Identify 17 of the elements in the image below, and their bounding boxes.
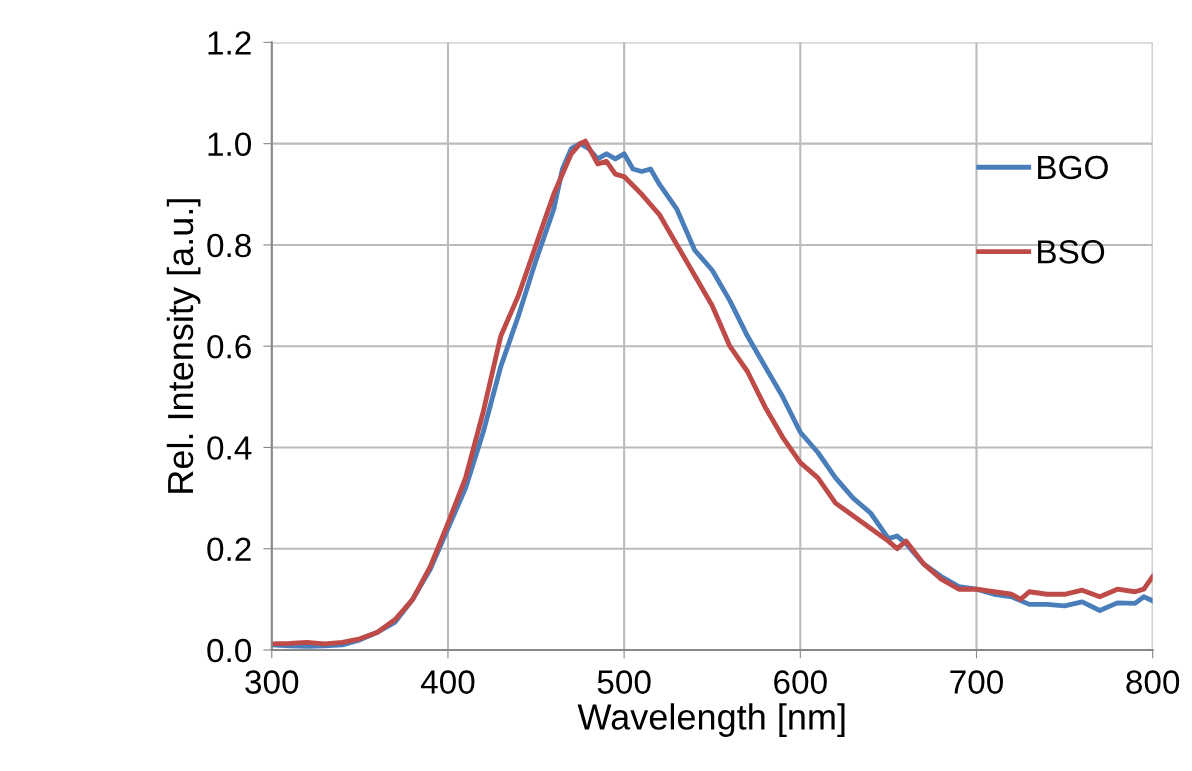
x-tick-label: 700 <box>950 670 1003 694</box>
x-tick-label: 400 <box>420 670 475 694</box>
x-tick-label: 800 <box>1126 670 1180 694</box>
x-tick-label: 600 <box>774 670 827 694</box>
y-tick-label: 1.2 <box>208 31 251 55</box>
y-tick-label: 1.0 <box>208 132 252 157</box>
x-tick-label: 300 <box>245 670 299 694</box>
y-axis-title: Rel. Intensity [a.u.] <box>166 199 201 493</box>
legend-label: BGO <box>1038 155 1108 180</box>
x-tick-label: 500 <box>597 670 651 694</box>
y-tick-label: 0.6 <box>207 334 251 359</box>
legend-label: BSO <box>1038 240 1105 264</box>
y-tick-label: 0.2 <box>207 537 251 562</box>
y-tick-label: 0.8 <box>207 233 251 258</box>
x-axis-title: Wavelength [nm] <box>577 703 845 737</box>
y-tick-label: 0.0 <box>207 638 252 663</box>
y-tick-label: 0.4 <box>207 436 252 460</box>
